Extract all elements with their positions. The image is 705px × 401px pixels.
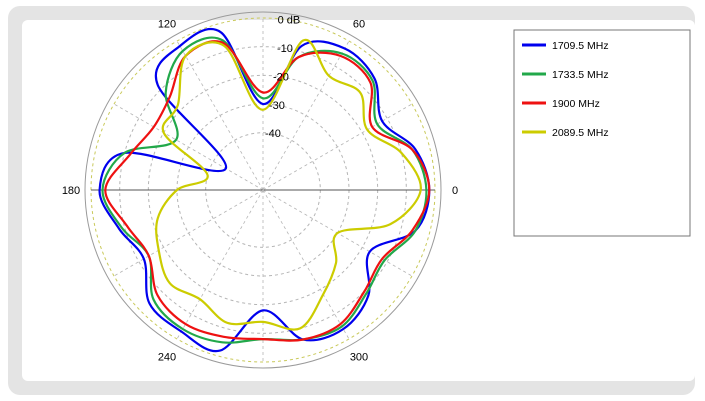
outer-rim [84,11,442,369]
legend-label: 1900 MHz [552,98,600,110]
grid-spoke [262,40,350,191]
grid-spoke [262,189,350,340]
legend: 1709.5 MHz 1733.5 MHz 1900 MHz 2089.5 MHz [513,29,691,237]
tick-labels: 0 dB -10 -20 -30 -40 0 60 120 180 240 300 [62,15,458,364]
grid-spoke [262,103,413,191]
legend-label: 1733.5 MHz [552,69,609,81]
angle-tick-label: 60 [353,19,365,31]
series-line-2 [101,36,428,344]
legend-label: 1709.5 MHz [552,40,609,52]
angle-tick-label: 120 [158,19,176,31]
angle-tick-label: 300 [350,351,368,363]
r-tick-label: 0 dB [278,15,301,27]
r-tick-label: -40 [265,128,281,140]
grid-spoke [176,189,264,340]
series-layer [98,27,431,353]
r-tick-label: -10 [277,43,293,55]
legend-label: 2089.5 MHz [552,127,609,139]
r-tick-label: -30 [269,100,285,112]
polar-grid [84,11,442,369]
angle-tick-label: 0 [452,185,458,197]
grid-spoke [113,189,264,277]
grid-spoke [113,103,264,191]
r-tick-label: -20 [273,71,289,83]
series-line-1 [98,27,431,353]
series-line-4 [155,38,422,331]
angle-tick-label: 180 [62,185,80,197]
grid-spoke [176,40,264,191]
series-line-3 [104,40,431,342]
angle-tick-label: 240 [158,351,176,363]
